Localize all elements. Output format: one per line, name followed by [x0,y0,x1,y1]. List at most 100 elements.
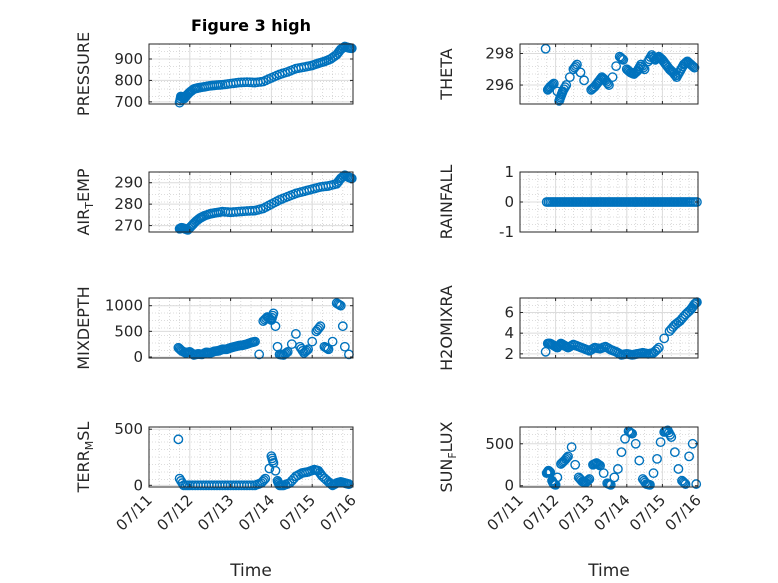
y-tick-label: 500 [114,420,143,438]
y-tick-label: 6 [504,303,514,321]
data-point-fill [203,81,214,92]
data-point [634,455,645,466]
y-tick-label: 800 [114,71,143,89]
data-point [680,479,691,489]
data-point-fill [626,427,636,438]
data-point [303,344,314,355]
data-point-fill [570,61,581,72]
data-point-fill [259,475,269,485]
y-tick-label: 296 [485,76,514,94]
y-tick-label: 700 [114,93,143,111]
data-point-fill [678,476,689,487]
data-point-fill [561,452,572,463]
x-axis-label: Time [587,561,630,581]
axes-frame [148,426,354,488]
y-tick-label: 280 [114,195,143,213]
data-point [616,447,627,458]
data-point-fill [624,427,635,437]
data-point-fill [209,80,220,91]
y-tick-label: 0 [133,348,143,366]
data-point-fill [559,84,569,95]
data-point-fill [255,204,266,215]
data-point-fill [604,479,615,490]
data-point-fill [677,313,687,324]
data-point-fill [583,475,594,486]
data-point-fill [301,467,311,478]
data-point-fill [271,196,282,207]
y-tick-label: -1 [499,223,514,241]
data-point [627,428,638,439]
data-point [655,437,666,448]
data-point-fill [643,479,654,490]
x-axis-label: Time [229,561,272,581]
figure-title: Figure 3 high [191,16,311,35]
data-point-fill [248,337,259,347]
data-point [173,434,184,445]
data-point-fill [314,323,324,333]
data-point-fill [564,341,575,352]
y-tick-label: 500 [114,322,143,340]
data-point [691,479,702,489]
data-point-fill [615,52,626,63]
data-point-fill [684,197,694,207]
data-point-fill [209,208,220,218]
y-tick-label: 0 [504,477,514,495]
data-point-fill [267,455,278,466]
data-point [648,468,659,479]
data-point-fill [617,53,627,64]
data-point-fill [546,80,557,91]
data-point-fill [197,82,207,93]
data-point-fill [671,318,682,329]
data-point-fill [665,429,676,440]
data-point-fill [650,346,661,357]
y-axis-label: H2OMIXRA [437,285,456,371]
data-point-fill [182,480,193,491]
data-point-fill [280,192,290,203]
axes-rainfall: -1 0 1 RAINFALL [437,163,702,241]
y-axis-label: MIXDEPTH [74,286,93,369]
data-point-fill [566,340,577,351]
data-point-fill [594,459,604,470]
data-point-fill [638,62,649,73]
axes-h2omixra: 2 4 6 H2OMIXRA [437,285,702,371]
axes-frame [148,297,354,359]
data-point [684,451,694,462]
data-point [618,54,629,65]
y-tick-label: 0 [504,193,514,211]
data-point-fill [319,473,330,484]
y-tick-label: 0 [133,476,143,494]
data-point [270,321,281,332]
data-point-fill [601,76,612,87]
data-point [260,473,271,484]
y-tick-label: 500 [485,435,514,453]
data-point-fill [598,342,609,353]
y-tick-label: 298 [485,44,514,62]
y-axis-label: RAINFALL [437,165,456,240]
data-point-fill [300,346,311,357]
data-point-fill [592,459,603,469]
data-point [611,61,622,72]
data-point-fill [314,467,325,478]
axes-theta: 296 298 THETA [437,43,700,106]
data-point-fill [586,344,597,355]
axes-frame [519,426,699,488]
data-point [673,464,684,474]
data-point [307,336,318,347]
y-tick-label: 900 [114,50,143,68]
data-point [566,442,577,453]
data-point [575,67,586,78]
axes-frame [148,171,354,233]
y-tick-label: 2 [504,345,514,363]
data-point-fill [322,343,333,354]
data-point-fill [666,324,677,334]
data-point-fill [550,479,560,490]
axes-frame [519,297,699,359]
data-point-fill [257,476,268,487]
axes-frame [148,43,354,105]
data-point-fill [215,79,226,90]
data-point [609,472,620,483]
data-point-fill [637,61,648,72]
y-axis-label: PRESSURE [74,32,93,116]
axes-pressure: 700 800 900 PRESSURE [74,32,357,116]
data-point-fill [544,466,555,477]
